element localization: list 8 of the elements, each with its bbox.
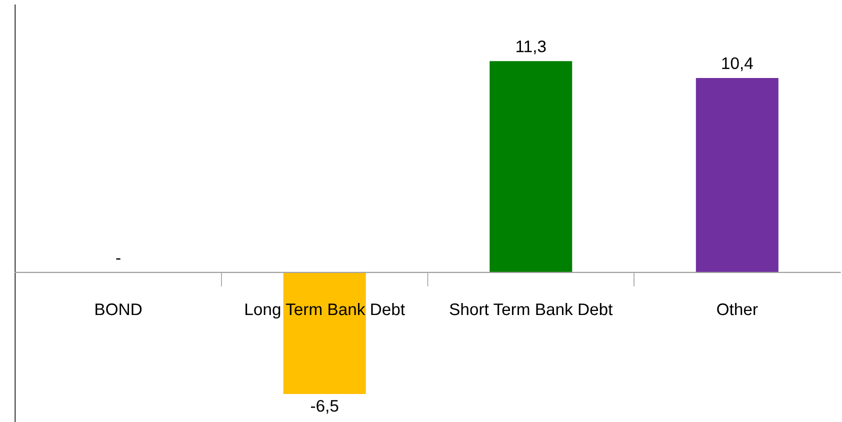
x-tick-label: Short Term Bank Debt — [450, 302, 613, 316]
data-label: 10,4 — [722, 57, 753, 72]
data-label: - — [116, 258, 120, 260]
data-label: -6,5 — [310, 400, 338, 414]
data-label: 11,3 — [516, 40, 546, 54]
x-tick-label: Long Term Bank Debt — [246, 302, 405, 319]
x-tick-label: Other — [717, 302, 758, 316]
x-tick-label: BOND — [96, 303, 142, 316]
